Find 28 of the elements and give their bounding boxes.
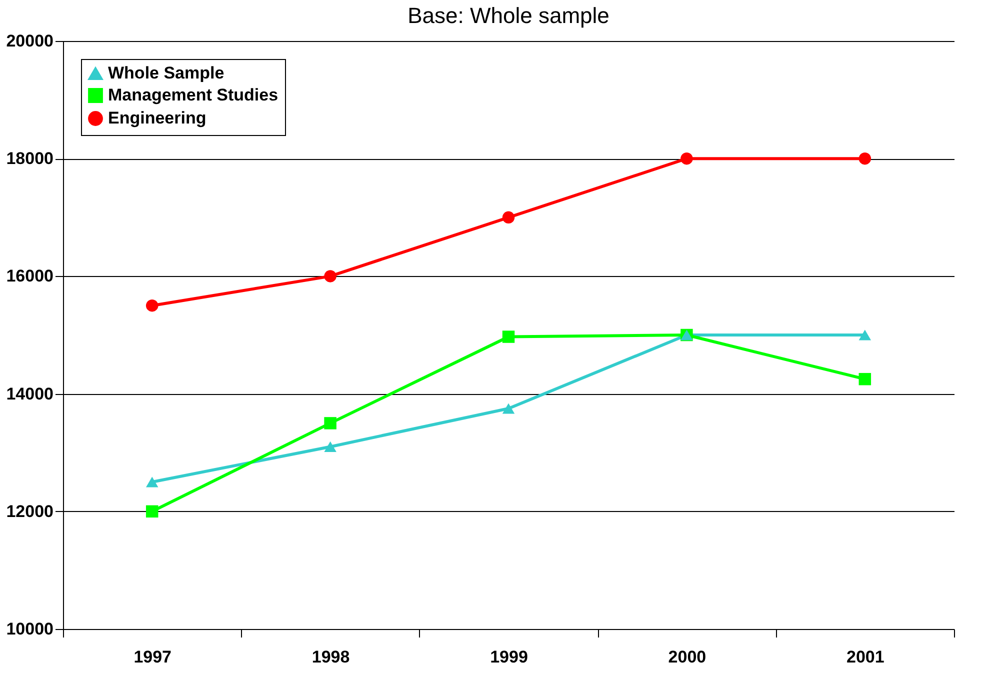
point xyxy=(146,299,158,312)
point xyxy=(680,152,693,165)
y-tick-label: 16000 xyxy=(6,266,54,286)
y-tick-label: 12000 xyxy=(6,502,54,521)
legend-label: Whole Sample xyxy=(108,64,224,82)
point xyxy=(324,270,336,282)
point xyxy=(146,505,158,518)
chart-title: Base: Whole sample xyxy=(408,3,610,28)
point xyxy=(146,476,158,488)
x-tick-label: 1998 xyxy=(312,648,350,666)
point xyxy=(502,403,515,414)
point xyxy=(324,417,336,430)
y-tick-label: 14000 xyxy=(6,384,54,404)
point xyxy=(858,330,872,340)
legend-label: Management Studies xyxy=(108,86,278,104)
y-tick-label: 20000 xyxy=(6,32,54,50)
x-tick-label: 2000 xyxy=(668,648,706,666)
point xyxy=(858,372,872,386)
point xyxy=(858,152,872,165)
x-tick-label: 2001 xyxy=(846,648,884,666)
point xyxy=(502,330,515,343)
y-tick-label: 10000 xyxy=(6,620,54,638)
point xyxy=(324,441,336,452)
y-tick-label: 18000 xyxy=(6,149,54,168)
legend-label: Engineering xyxy=(108,108,206,128)
point xyxy=(502,211,515,224)
x-tick-label: 1999 xyxy=(490,648,528,666)
x-tick-label: 1997 xyxy=(134,648,172,666)
